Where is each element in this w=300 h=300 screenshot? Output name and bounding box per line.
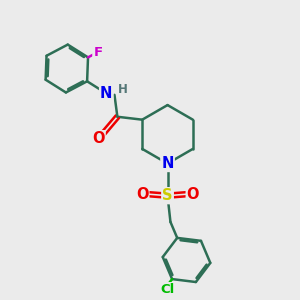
Text: O: O <box>92 131 105 146</box>
Text: N: N <box>100 86 112 101</box>
Text: N: N <box>161 156 174 171</box>
Text: F: F <box>93 46 102 59</box>
Text: H: H <box>118 83 128 96</box>
Text: S: S <box>162 188 173 203</box>
Text: Cl: Cl <box>160 283 174 296</box>
Text: O: O <box>187 187 199 202</box>
Text: O: O <box>136 187 148 202</box>
